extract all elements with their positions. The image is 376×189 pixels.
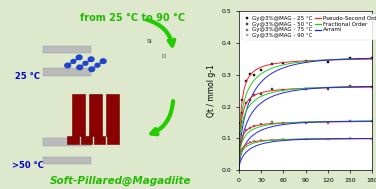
Bar [107,136,119,144]
Text: >50 °C: >50 °C [12,161,44,170]
Circle shape [65,63,71,68]
Text: from 25 °C to 90 °C: from 25 °C to 90 °C [80,13,185,23]
Bar [43,157,91,164]
Bar [43,68,91,76]
Circle shape [100,59,106,64]
Circle shape [71,60,76,63]
Circle shape [77,65,83,70]
Bar [80,136,92,144]
Bar [72,94,85,136]
Bar [106,94,119,136]
Bar [67,136,79,144]
Text: Soft-Pillared@Magadiite: Soft-Pillared@Magadiite [50,175,191,186]
Circle shape [83,61,88,65]
X-axis label: Time / min: Time / min [285,188,326,189]
Circle shape [89,67,95,71]
Bar [43,138,91,146]
Text: O: O [162,54,166,59]
Y-axis label: Qt / mmol g-1: Qt / mmol g-1 [207,64,216,117]
Circle shape [76,55,82,60]
Bar [94,136,105,144]
Circle shape [95,63,100,67]
Circle shape [88,57,94,62]
Text: Si: Si [146,39,152,44]
Bar [89,94,102,136]
Legend: Gy@3%@MAG - 25 °C, Gy@3%@MAG - 50 °C, Gy@3%@MAG - 75 °C, Gy@3%@MAG - 90 °C, Pseu: Gy@3%@MAG - 25 °C, Gy@3%@MAG - 50 °C, Gy… [241,14,376,40]
Text: 25 °C: 25 °C [15,72,40,81]
Bar [43,46,91,53]
